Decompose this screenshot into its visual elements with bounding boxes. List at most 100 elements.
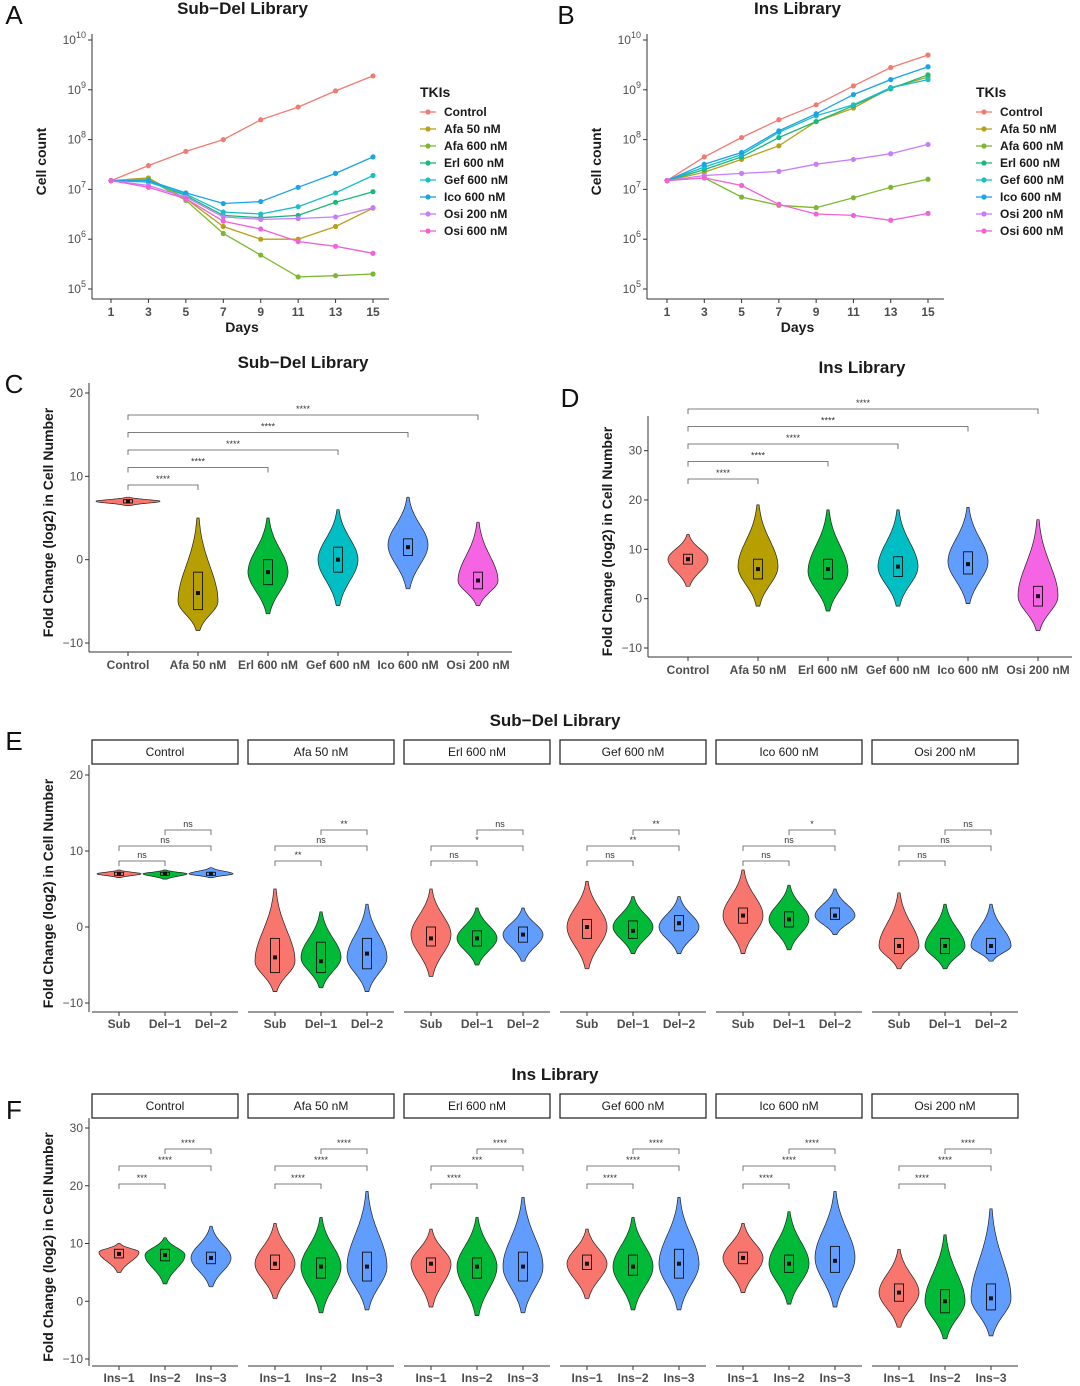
x-tick-label: 13 [884, 305, 898, 319]
x-tick-label: Ins−1 [415, 1371, 446, 1385]
panel-label-f: F [6, 1095, 22, 1125]
significance-label: ** [294, 850, 302, 860]
significance-label: **** [782, 1155, 797, 1165]
series-line-control [110, 75, 374, 182]
y-axis-title: Cell count [33, 127, 49, 195]
significance-bracket [118, 1165, 212, 1171]
y-tick-label: 109 [68, 80, 86, 97]
legend-key-point [981, 228, 987, 234]
y-axis-title: Fold Change (log2) in Cell Number [599, 426, 615, 656]
facet-strip [559, 1093, 707, 1119]
significance-label: **** [314, 1155, 329, 1165]
y-tick-label: 10 [70, 844, 84, 858]
x-axis-title: Days [225, 319, 259, 335]
significance-label: ns [449, 850, 459, 860]
facet-strip-label: Osi 200 nM [914, 745, 975, 759]
legend-key-point [981, 211, 987, 217]
violin [254, 1222, 296, 1299]
box [333, 546, 343, 573]
significance-label: **** [649, 1138, 664, 1148]
x-tick-label: Del−2 [663, 1017, 696, 1031]
facet-strip [403, 1093, 551, 1119]
violin [502, 1196, 544, 1314]
facet-afa-50-nm: Afa 50 nM Ins−1 Ins−2 Ins−3 **** **** **** [247, 1093, 395, 1385]
violin-chart-d: Ins Library −10 0 10 20 30 Fold Change (log2) … [599, 358, 1072, 677]
legend-key-point [425, 211, 431, 217]
x-tick-label: Ins−2 [929, 1371, 960, 1385]
significance-label: ns [160, 835, 170, 845]
significance-bracket [944, 829, 992, 835]
median-marker [273, 955, 277, 960]
significance-bracket [788, 829, 836, 835]
legend-key-point [425, 228, 431, 234]
box [628, 1254, 638, 1276]
data-point [220, 230, 226, 237]
median-marker [833, 1258, 837, 1263]
significance-label: **** [337, 1138, 352, 1148]
data-point [738, 149, 745, 156]
data-point [925, 52, 931, 58]
x-tick-label: Ins−3 [819, 1371, 850, 1385]
data-point [220, 218, 226, 224]
box [426, 926, 436, 947]
significance-label: ns [963, 819, 973, 829]
box [270, 1254, 280, 1270]
legend-label: Afa 600 nM [1000, 139, 1063, 153]
y-tick-label: 10 [70, 469, 84, 483]
violin [177, 517, 219, 631]
legend-key-point [981, 109, 987, 115]
median-marker [475, 1264, 479, 1269]
x-tick-label: Osi 200 nM [1006, 663, 1069, 677]
data-point [925, 210, 931, 216]
significance-bracket [127, 467, 269, 473]
median-marker [787, 1261, 791, 1266]
violin [878, 1248, 920, 1328]
x-tick-label: 1 [664, 305, 671, 319]
y-tick-label: 105 [623, 279, 641, 296]
box [114, 1248, 124, 1259]
box [362, 1251, 372, 1282]
data-point [370, 271, 376, 277]
significance-label: **** [626, 1155, 641, 1165]
series-line-gef-600-nm [110, 174, 374, 215]
x-tick-label: Ins−3 [351, 1371, 382, 1385]
box [738, 907, 748, 924]
significance-label: **** [493, 1138, 508, 1148]
series-line-ico-600-nm [111, 156, 374, 205]
x-tick-label: Ins−2 [149, 1371, 180, 1385]
facet-strip-label: Erl 600 nM [448, 745, 506, 759]
legend-label: Afa 600 nM [444, 139, 507, 153]
facet-strip-label: Erl 600 nM [448, 1099, 506, 1113]
x-tick-label: Ins−3 [195, 1371, 226, 1385]
x-tick-label: Ins−1 [103, 1371, 134, 1385]
data-point [295, 104, 301, 110]
x-tick-label: 7 [220, 305, 227, 319]
x-tick-label: Ins−3 [975, 1371, 1006, 1385]
x-tick-label: Del−2 [351, 1017, 384, 1031]
box [986, 1283, 996, 1311]
box [986, 937, 996, 955]
median-marker [756, 567, 760, 572]
significance-bracket [127, 414, 479, 420]
violin [924, 903, 966, 970]
significance-label: **** [296, 404, 311, 414]
chart-title: Ins Library [754, 0, 841, 18]
significance-label: **** [291, 1173, 306, 1183]
median-marker [897, 944, 901, 948]
legend-key-point [425, 143, 431, 149]
x-tick-label: Del−2 [507, 1017, 540, 1031]
facet-osi-200-nm: Osi 200 nM Ins−1 Ins−2 Ins−3 **** **** **** [871, 1093, 1019, 1385]
data-point [220, 209, 226, 215]
data-point [776, 134, 782, 141]
legend-label: Afa 50 nM [444, 122, 501, 136]
median-marker [209, 871, 213, 876]
x-tick-label: Del−1 [929, 1017, 962, 1031]
x-axis-title: Days [781, 319, 815, 335]
significance-label: **** [261, 422, 276, 432]
facet-gef-600-nm: Gef 600 nM Ins−1 Ins−2 Ins−3 **** **** **** [559, 1093, 707, 1385]
x-tick-label: Osi 200 nM [446, 658, 509, 672]
data-point [738, 182, 745, 189]
x-tick-label: Sub [732, 1017, 755, 1031]
legend-label: Ico 600 nM [1000, 190, 1061, 204]
